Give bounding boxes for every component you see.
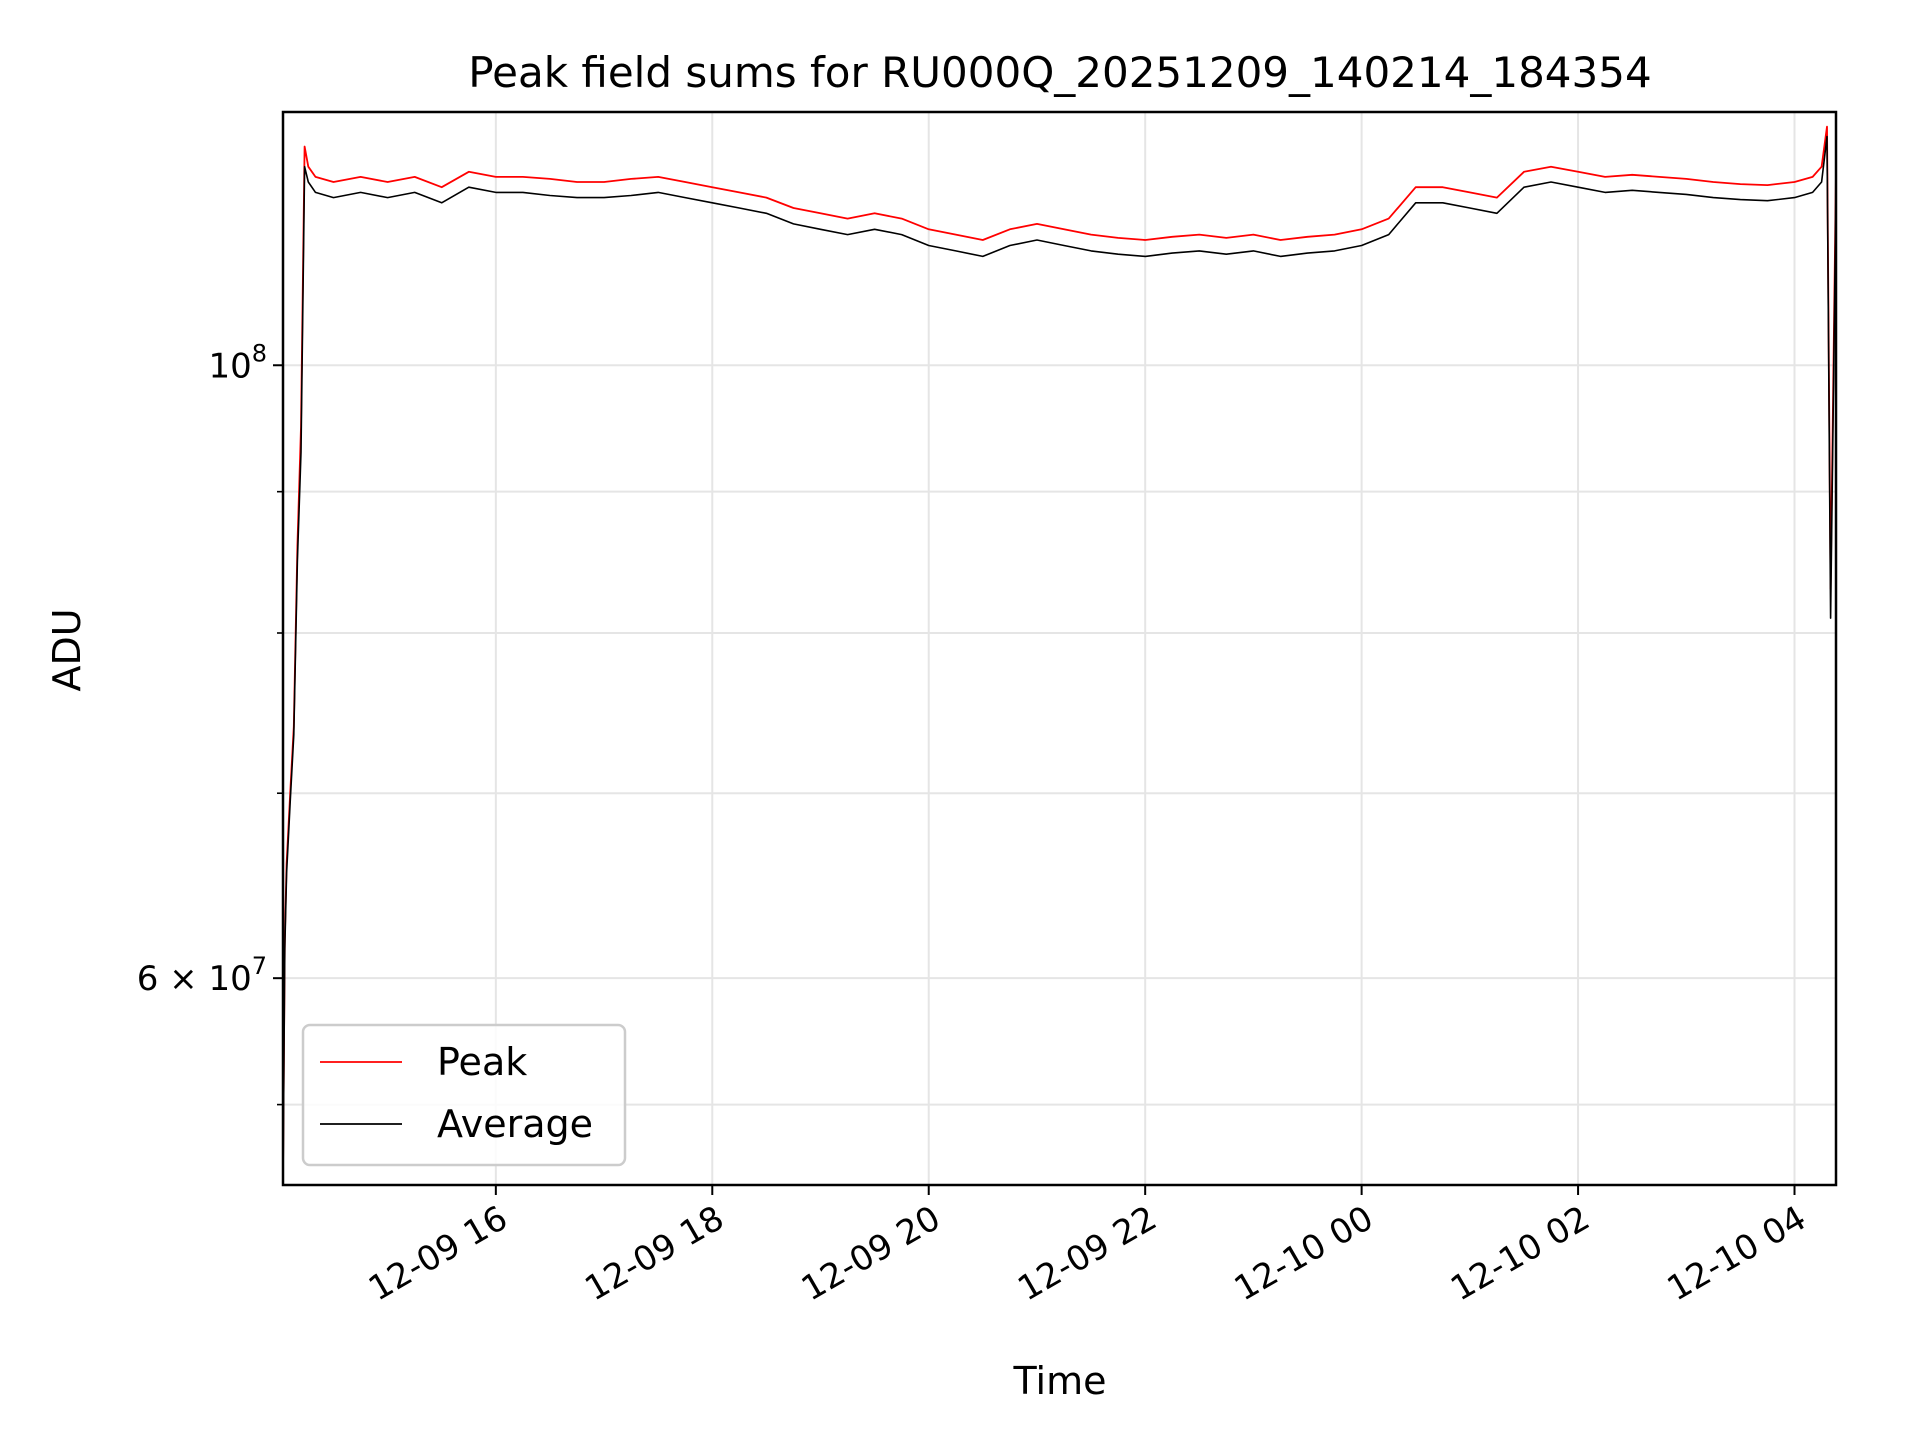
legend-label-average: Average xyxy=(437,1102,593,1146)
legend: Peak Average xyxy=(301,1023,627,1167)
plot-frame xyxy=(281,110,1838,1187)
x-axis-label: Time xyxy=(1013,1359,1107,1403)
y-tick-label: 6 × 107 xyxy=(137,952,267,999)
series-layer xyxy=(282,125,1837,1186)
chart-title: Peak field sums for RU000Q_20251209_1402… xyxy=(468,48,1651,97)
y-axis-label: ADU xyxy=(45,608,89,691)
y-tick-label: 108 xyxy=(208,339,267,386)
legend-label-peak: Peak xyxy=(437,1040,527,1084)
legend-box xyxy=(301,1023,627,1167)
tick-marks xyxy=(273,364,1796,1195)
series-line-peak xyxy=(282,125,1837,1174)
series-line-average xyxy=(282,135,1837,1186)
grid xyxy=(283,112,1836,1185)
